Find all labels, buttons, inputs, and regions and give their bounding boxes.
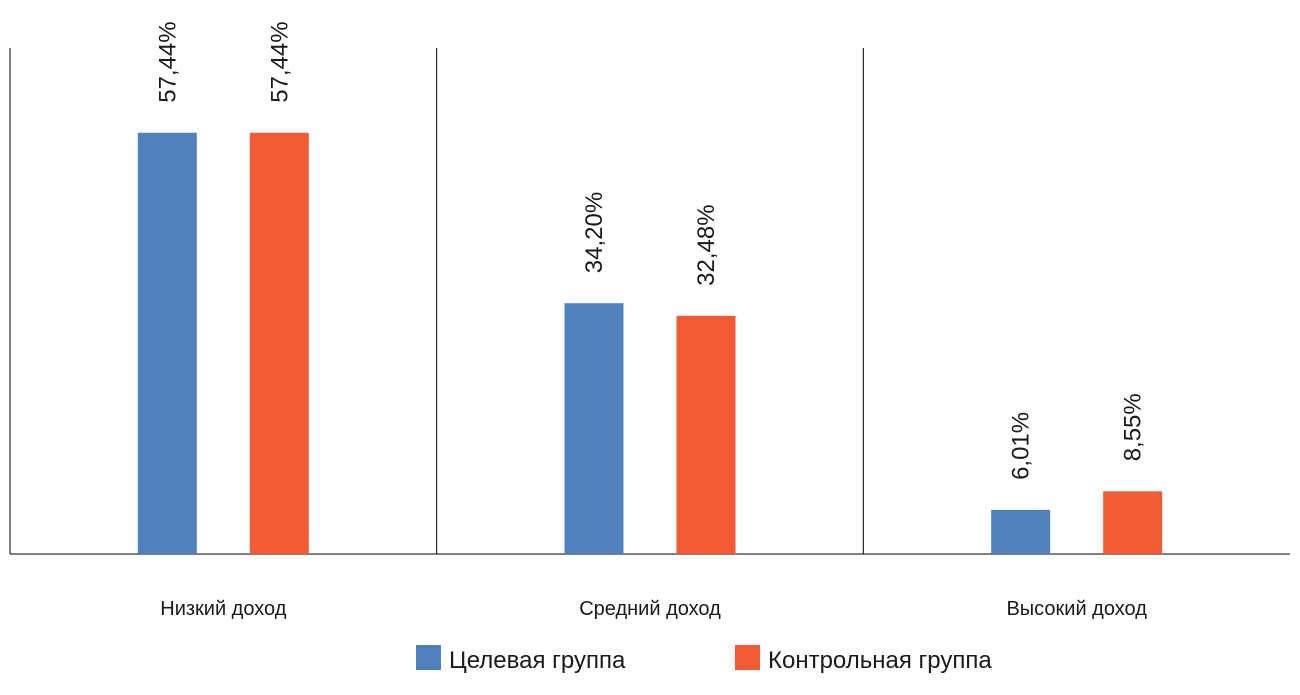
legend-swatch: [416, 645, 441, 670]
chart-bars: [137, 132, 1163, 555]
chart-legend: Целевая группа Контрольная группа: [416, 645, 992, 674]
legend-label: Целевая группа: [449, 647, 626, 674]
chart-axes: [9, 48, 1290, 555]
bar-data-label: 32,48%: [693, 204, 720, 285]
category-label: Низкий доход: [160, 598, 286, 620]
bar-target-2: [991, 509, 1051, 554]
bar-target-1: [564, 303, 624, 554]
chart-category-labels: Низкий доход Средний доход Высокий доход: [160, 598, 1147, 620]
legend-item: Контрольная группа: [735, 645, 992, 674]
legend-swatch: [735, 645, 760, 670]
bar-control-0: [249, 132, 309, 555]
legend-item: Целевая группа: [416, 645, 626, 674]
bar-data-label: 6,01%: [1008, 412, 1035, 480]
bar-data-label: 8,55%: [1120, 393, 1147, 461]
bar-data-label: 34,20%: [581, 192, 608, 273]
chart-data-labels: 57,44% 57,44% 34,20% 32,48% 6,01% 8,55%: [154, 21, 1146, 480]
category-label: Высокий доход: [1006, 598, 1147, 620]
category-label: Средний доход: [579, 598, 721, 620]
bar-control-1: [676, 315, 736, 554]
bar-data-label: 57,44%: [266, 21, 293, 102]
bar-data-label: 57,44%: [154, 21, 181, 102]
bar-target-0: [137, 132, 197, 555]
legend-label: Контрольная группа: [768, 647, 992, 674]
bar-control-2: [1103, 491, 1163, 554]
